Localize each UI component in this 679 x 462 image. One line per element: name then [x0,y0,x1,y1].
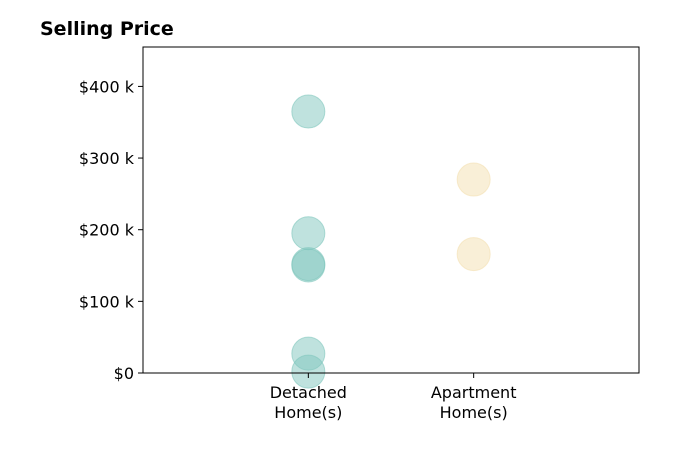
data-point [291,247,326,282]
x-tick-label: Apartment [431,383,517,402]
y-tick-label: $100 k [79,292,135,311]
plot-frame [142,46,640,374]
x-tick-label: Home(s) [440,403,508,422]
data-point [291,216,326,251]
y-tick-label: $0 [114,364,134,383]
x-tick-label: Home(s) [274,403,342,422]
data-point [291,354,326,389]
y-tick-label: $300 k [79,149,135,168]
data-point [456,237,491,272]
x-tick-label: Detached [270,383,347,402]
data-point [456,162,491,197]
data-point [291,94,326,129]
y-tick-label: $400 k [79,77,135,96]
y-tick-label: $200 k [79,221,135,240]
points-layer [291,94,491,389]
chart-title: Selling Price [40,18,174,40]
y-axis: $0 $100 k $200 k $300 k $400 k [79,77,143,383]
